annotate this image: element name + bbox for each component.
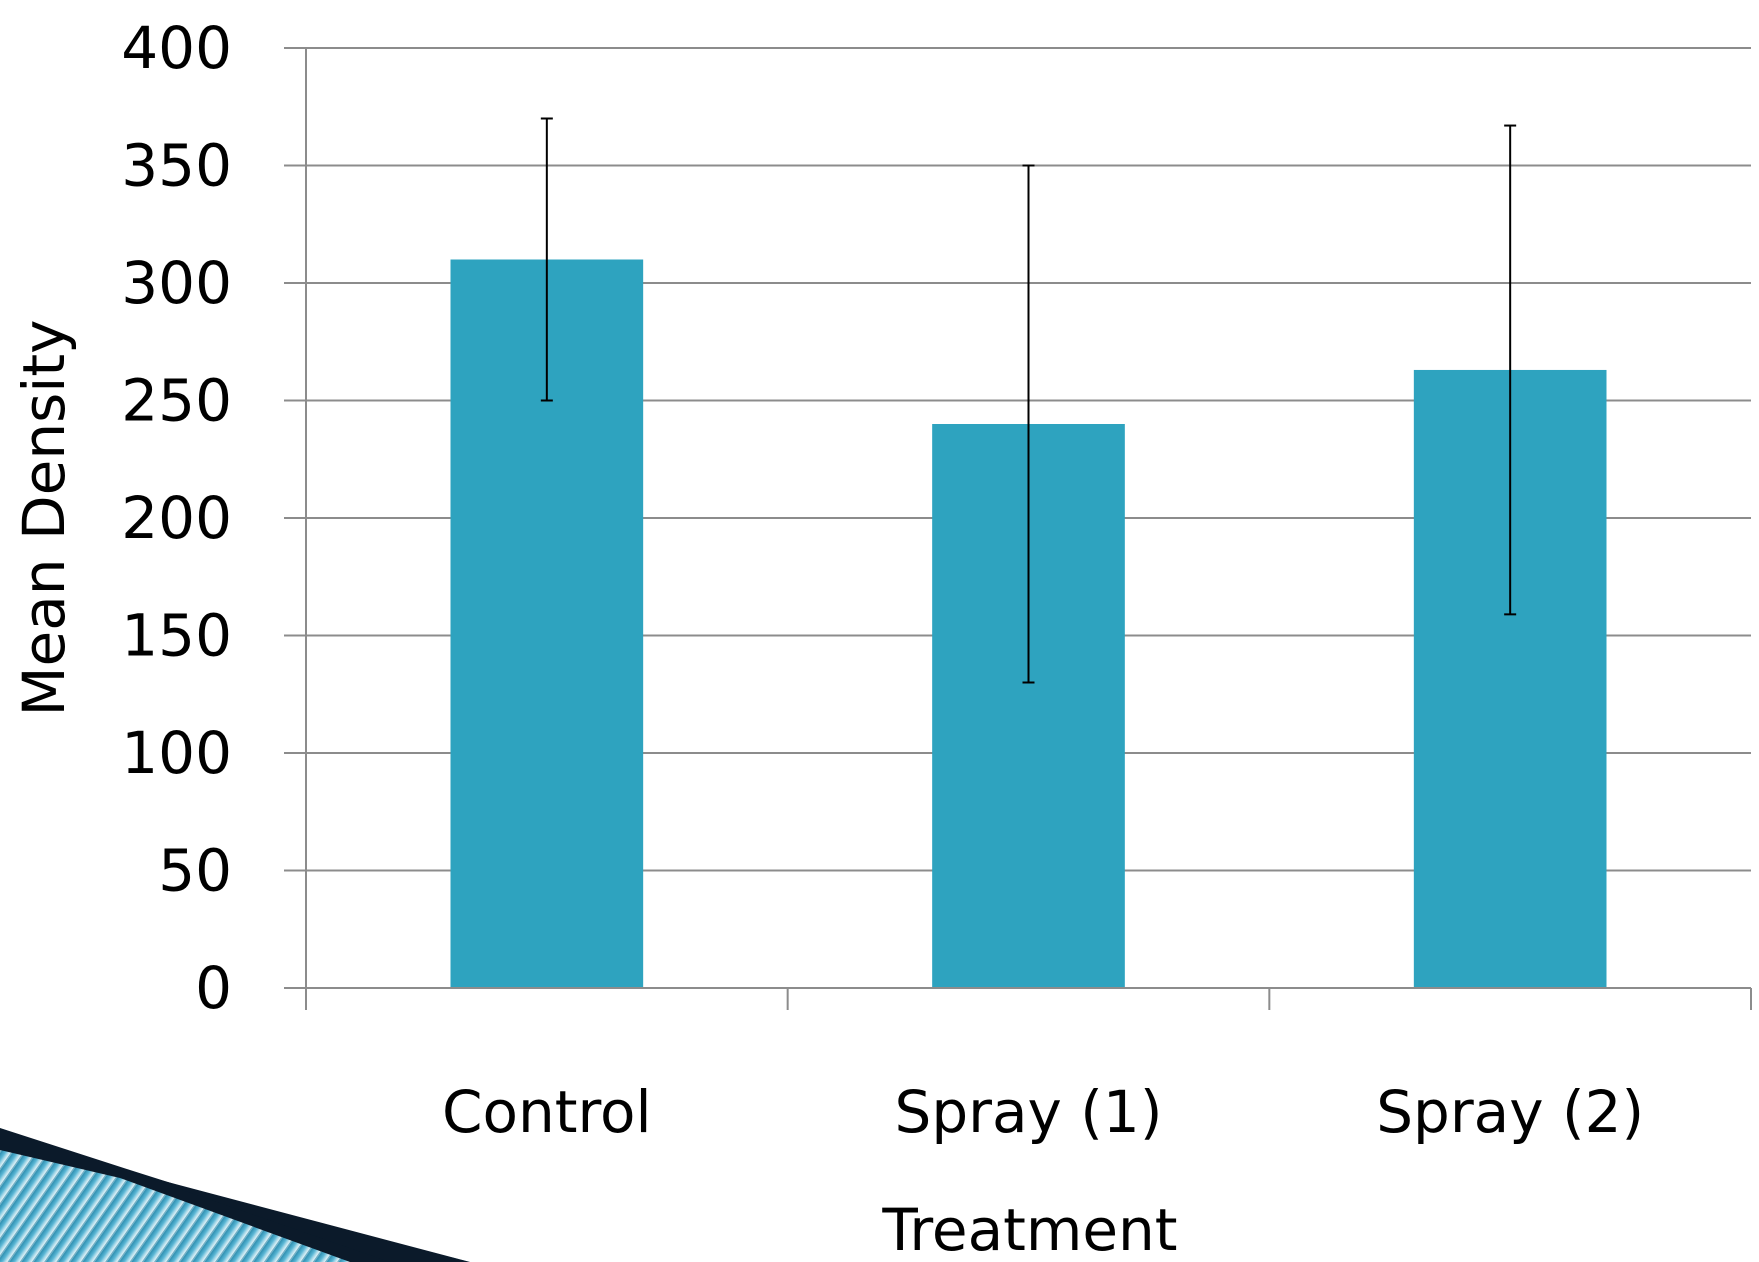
- y-axis-title: Mean Density: [10, 320, 78, 717]
- corner-decoration: [0, 1128, 470, 1262]
- y-tick-label: 150: [121, 602, 232, 670]
- y-tick-label: 200: [121, 484, 232, 552]
- y-tick-label: 350: [121, 132, 232, 200]
- y-tick-label: 400: [121, 14, 232, 82]
- y-tick-label: 300: [121, 249, 232, 317]
- y-tick-label: 0: [195, 954, 232, 1022]
- error-bars: [540, 117, 1517, 684]
- x-tick-label: Spray (1): [895, 1078, 1163, 1146]
- x-axis-ticks: Control Spray (1) Spray (2): [442, 1078, 1644, 1146]
- x-tick-label: Control: [442, 1078, 652, 1146]
- x-axis: [305, 48, 1752, 1010]
- x-axis-title: Treatment: [881, 1196, 1177, 1262]
- y-tick-label: 250: [121, 367, 232, 435]
- y-tick-label: 50: [158, 837, 232, 905]
- y-axis-ticks: 0 50 100 150 200 250 300 350 400: [121, 14, 232, 1022]
- x-tick-label: Spray (2): [1376, 1078, 1644, 1146]
- y-tick-label: 100: [121, 719, 232, 787]
